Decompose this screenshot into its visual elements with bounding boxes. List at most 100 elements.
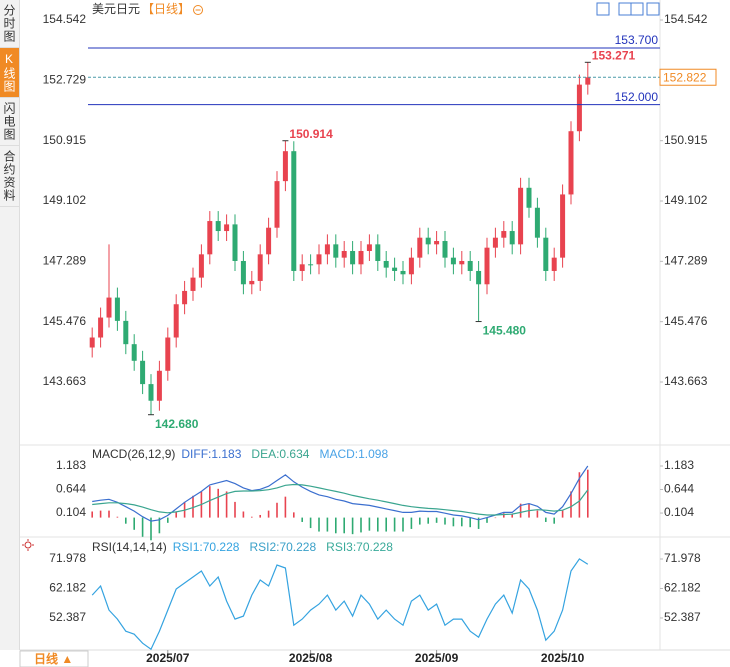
candle-body <box>417 237 423 258</box>
macd-bar <box>99 510 102 518</box>
candle-body <box>383 260 389 268</box>
tab[interactable]: 合约资料 <box>0 146 19 207</box>
y-tick-label-right: 1.183 <box>664 458 694 472</box>
macd-bar <box>225 491 228 518</box>
macd-bar <box>494 517 497 519</box>
macd-bar <box>486 517 488 523</box>
candle-body <box>299 264 305 271</box>
y-tick-label: 62.182 <box>49 581 86 595</box>
macd-bar <box>326 517 329 532</box>
tool-icon[interactable] <box>646 2 660 16</box>
candle-body <box>324 244 330 255</box>
macd-bar <box>461 517 463 527</box>
tool-icon[interactable] <box>630 2 644 16</box>
period-button-label[interactable]: 日线 ▲ <box>34 651 73 666</box>
candle-body <box>576 84 582 132</box>
candle-body <box>131 344 137 361</box>
candle-body <box>476 270 482 285</box>
legend-entry: MACD:1.098 <box>319 447 388 461</box>
x-tick-label: 2025/10 <box>541 651 585 665</box>
macd-bar <box>259 514 261 518</box>
macd-bar <box>553 517 555 524</box>
y-tick-label-right: 150.915 <box>664 133 708 147</box>
candle-body <box>425 237 431 245</box>
candle-body <box>207 221 213 255</box>
candle-body <box>450 257 456 265</box>
extreme-label: 145.480 <box>483 324 527 338</box>
macd-bar <box>335 517 337 534</box>
macd-bar <box>393 517 396 532</box>
macd-bar <box>427 517 429 524</box>
macd-line <box>92 483 589 516</box>
period[interactable]: 【日线】 <box>142 2 190 16</box>
macd-bar <box>91 511 93 518</box>
macd-bar <box>125 517 127 524</box>
candle-body <box>585 77 591 85</box>
macd-bar <box>536 510 539 518</box>
candle-body <box>442 241 448 258</box>
candle-body <box>106 297 112 318</box>
candle-body <box>333 244 339 258</box>
symbol: 美元日元 <box>92 2 140 16</box>
candle-body <box>375 244 381 261</box>
candle-body <box>308 264 314 266</box>
candle-body <box>526 187 532 208</box>
macd-bar <box>561 510 564 518</box>
tab[interactable]: 闪电图 <box>0 98 19 146</box>
candle-body <box>89 337 95 348</box>
x-tick-label: 2025/09 <box>415 651 459 665</box>
candle-body <box>182 290 188 305</box>
readout-part: RSI3: <box>326 540 356 554</box>
extreme-label: 153.271 <box>592 48 636 62</box>
macd-line <box>92 465 589 522</box>
y-tick-label-right: 0.644 <box>664 482 694 496</box>
macd-bar <box>158 517 161 534</box>
readout-part: RSI1: <box>173 540 203 554</box>
macd-bar <box>284 496 287 518</box>
rsi-line <box>91 558 589 651</box>
y-tick-label: 143.663 <box>43 374 87 388</box>
candle-body <box>114 297 120 321</box>
legend-entry: DIFF:1.183 <box>181 447 241 461</box>
x-tick-label: 2025/08 <box>289 651 333 665</box>
candle-body <box>400 270 406 275</box>
macd-bar <box>133 517 135 530</box>
panel-title: RSI(14,14,14) <box>92 540 167 554</box>
legend-entry-part: MACD: <box>319 447 358 461</box>
macd-bar <box>360 517 362 533</box>
macd-bar <box>192 495 194 518</box>
extreme-label: 150.914 <box>289 127 333 141</box>
tool-icon[interactable] <box>618 2 632 16</box>
candle-body <box>459 260 465 265</box>
candle-body <box>316 254 322 265</box>
macd-bar <box>477 517 480 529</box>
macd-bar <box>385 517 387 532</box>
macd-bar <box>234 501 236 518</box>
candle-body <box>274 181 280 228</box>
candle-body <box>232 224 238 261</box>
candle-body <box>408 257 414 275</box>
macd-bar <box>444 517 446 525</box>
macd-bar <box>511 514 513 518</box>
tab[interactable]: K线图 <box>0 48 19 98</box>
readout-part: 70.228 <box>356 540 393 554</box>
legend-entry-part: 0.634 <box>279 447 309 461</box>
macd-bar <box>267 510 270 518</box>
candle-body <box>282 151 288 182</box>
readout-part: 70.228 <box>203 540 240 554</box>
y-tick-label: 71.978 <box>49 551 86 565</box>
zoom-out-icon[interactable] <box>193 5 204 15</box>
toolbar <box>596 2 660 16</box>
macd-bar <box>419 517 421 525</box>
macd-bar <box>251 516 253 518</box>
settings-icon[interactable] <box>22 539 34 551</box>
candle-body <box>140 360 146 385</box>
tab[interactable]: 分时图 <box>0 0 19 48</box>
candle-body <box>224 224 230 232</box>
period-button[interactable] <box>19 650 89 667</box>
candle-body <box>198 254 204 278</box>
y-tick-label: 149.102 <box>43 193 87 207</box>
tool-icon[interactable] <box>596 2 610 16</box>
candle-body <box>98 317 104 338</box>
candle-body <box>551 257 557 271</box>
